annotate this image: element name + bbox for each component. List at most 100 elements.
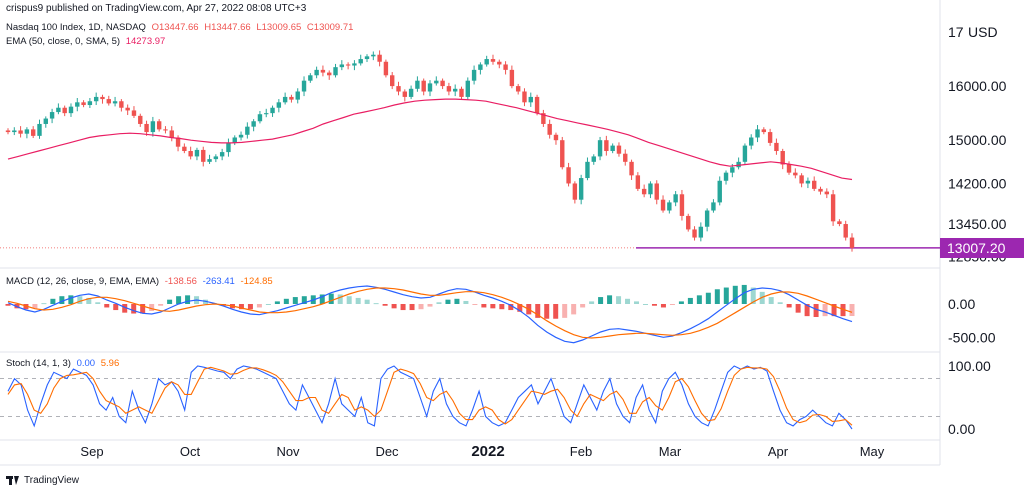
candle-body <box>440 80 445 87</box>
macd-hist-bar <box>176 296 182 304</box>
candle-body <box>799 175 804 184</box>
candle-body <box>100 96 105 100</box>
candle-body <box>711 202 716 211</box>
macd-hist-bar <box>813 304 819 317</box>
candle-body <box>314 69 319 76</box>
candle-body <box>408 88 414 97</box>
candle-body <box>446 86 452 92</box>
candle-body <box>843 224 848 238</box>
candle-body <box>276 102 282 108</box>
stoch-label[interactable]: Stoch (14, 1, 3) <box>6 358 71 369</box>
macd-hist-bar <box>696 295 702 304</box>
macd-hist-bar <box>517 304 523 312</box>
stoch-legend: Stoch (14, 1, 3) 0.00 5.96 <box>6 358 122 369</box>
candle-body <box>830 194 836 222</box>
macd-hist-bar <box>68 295 74 304</box>
macd-hist-bar <box>167 299 173 304</box>
time-axis-label: Apr <box>768 444 789 459</box>
candle-body <box>478 64 483 70</box>
candle-body <box>5 130 11 133</box>
macd-hist-bar <box>113 304 119 311</box>
candle-body <box>282 96 288 103</box>
candle-body <box>131 110 137 116</box>
macd-hist-bar <box>292 297 298 304</box>
price-axis-label: 16000.00 <box>948 78 1007 94</box>
candle-body <box>698 226 704 238</box>
macd-hist-bar <box>634 301 640 304</box>
macd-hist-bar <box>616 296 622 304</box>
candle-body <box>232 137 237 143</box>
price-axis-label: 13450.00 <box>948 216 1007 232</box>
ema-label[interactable]: EMA (50, close, 0, SMA, 5) <box>6 36 121 47</box>
candle-body <box>553 134 559 141</box>
candle-body <box>383 61 389 76</box>
candle-body <box>805 180 811 184</box>
macd-hist-bar <box>768 297 774 304</box>
macd-hist-bar <box>678 301 684 304</box>
macd-hist-bar <box>319 294 325 304</box>
macd-hist-bar <box>625 298 631 304</box>
candle-body <box>849 237 855 248</box>
candle-body <box>163 129 168 131</box>
tradingview-brand: TradingView <box>24 475 80 486</box>
candle-body <box>24 129 30 134</box>
macd-hist-bar <box>544 304 550 319</box>
candle-body <box>43 118 48 124</box>
candle-body <box>742 145 748 162</box>
candle-body <box>251 121 256 127</box>
candle-body <box>490 59 496 62</box>
candle-body <box>62 107 67 114</box>
candle-body <box>201 149 206 162</box>
macd-hist-bar <box>499 304 505 310</box>
candle-body <box>654 183 659 200</box>
candle-body <box>528 96 533 103</box>
macd-hist-bar <box>750 287 756 304</box>
candle-body <box>415 80 420 89</box>
tradingview-logo[interactable]: TradingView <box>6 475 79 486</box>
candle-body <box>434 80 439 84</box>
candle-body <box>112 101 118 104</box>
candle-body <box>358 59 363 64</box>
macd-hist-bar <box>535 304 541 318</box>
candle-body <box>572 183 578 200</box>
macd-signal-value: -124.85 <box>240 276 273 287</box>
macd-hist-bar <box>158 304 164 306</box>
macd-label[interactable]: MACD (12, 26, close, 9, EMA, EMA) <box>6 276 160 287</box>
macd-hist-bar <box>508 304 514 311</box>
macd-hist-bar <box>445 299 451 304</box>
candle-body <box>660 199 666 211</box>
candle-body <box>339 64 345 68</box>
candle-body <box>257 114 263 122</box>
macd-hist-bar <box>346 296 352 304</box>
macd-hist-bar <box>265 304 271 305</box>
macd-hist-value: -138.56 <box>164 276 197 287</box>
price-axis-label: 14200.00 <box>948 175 1007 191</box>
candle-body <box>56 107 61 113</box>
candle-body <box>547 123 552 135</box>
candlestick-series <box>5 50 855 252</box>
candle-body <box>465 80 470 97</box>
publisher-line: crispus9 published on TradingView.com, A… <box>6 3 307 14</box>
candle-body <box>793 172 798 176</box>
candle-body <box>692 229 697 238</box>
close-value: C13009.71 <box>306 22 354 33</box>
high-value: H13447.66 <box>204 22 251 33</box>
tradingview-icon <box>6 476 20 485</box>
macd-hist-bar <box>705 292 711 304</box>
ema50-line <box>7 98 853 181</box>
macd-signal-line <box>7 287 853 339</box>
candle-body <box>119 101 124 108</box>
candle-body <box>509 69 515 87</box>
symbol-label[interactable]: Nasdaq 100 Index, 1D, NASDAQ <box>6 22 146 33</box>
candle-body <box>471 69 477 81</box>
candle-body <box>522 91 527 103</box>
candle-body <box>81 102 86 106</box>
stoch-axis-label: 100.00 <box>948 358 991 374</box>
candle-body <box>68 106 74 114</box>
candle-body <box>327 72 332 76</box>
candle-body <box>213 156 219 160</box>
macd-hist-bar <box>660 304 666 308</box>
candle-body <box>629 161 634 176</box>
price-axis-label: 15000.00 <box>948 132 1007 148</box>
